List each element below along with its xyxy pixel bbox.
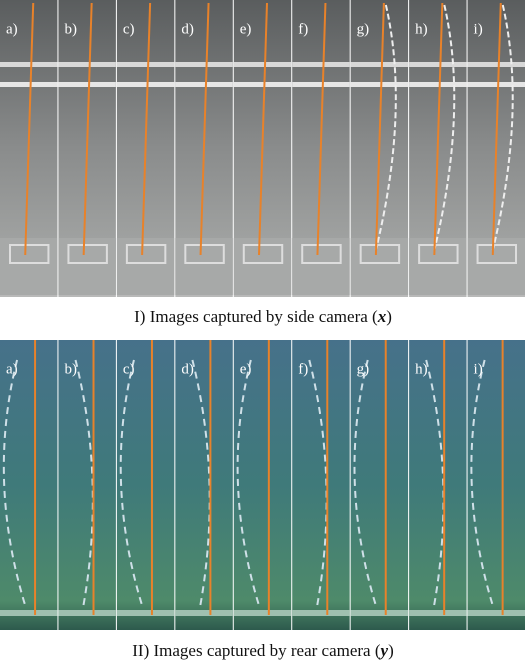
rail <box>175 82 232 87</box>
photo <box>351 340 408 630</box>
strip-label: b) <box>64 21 77 37</box>
caption: I) Images captured by side camera (x) <box>134 307 392 326</box>
rail <box>58 62 115 67</box>
caption-close: ) <box>386 307 392 326</box>
image-strip: d) <box>175 340 232 630</box>
rail <box>409 82 466 87</box>
rail <box>409 62 466 67</box>
rail <box>175 62 232 67</box>
image-strip: i) <box>468 0 525 297</box>
caption-variable: x <box>377 307 387 326</box>
strip-label: h) <box>415 21 428 37</box>
strip-label: f) <box>298 21 308 37</box>
photo <box>0 340 57 630</box>
image-strip: e) <box>234 0 291 297</box>
rail <box>58 82 115 87</box>
image-strip: e) <box>234 340 291 630</box>
image-strip: c) <box>117 0 174 297</box>
rail <box>292 62 349 67</box>
base <box>292 610 349 616</box>
base <box>234 610 291 616</box>
rail <box>0 82 57 87</box>
base <box>117 610 174 616</box>
strip-label: d) <box>181 21 194 37</box>
caption: II) Images captured by rear camera (y) <box>132 641 393 660</box>
rail <box>117 62 174 67</box>
strip-label: h) <box>415 361 428 377</box>
rail <box>468 62 525 67</box>
strip-label: a) <box>6 361 18 377</box>
strip-label: g) <box>357 361 370 377</box>
base <box>0 610 57 616</box>
image-strip: f) <box>292 340 349 630</box>
strip-label: b) <box>64 361 77 377</box>
strip-label: e) <box>240 361 252 377</box>
caption-variable: y <box>379 641 389 660</box>
image-strip: g) <box>351 340 408 630</box>
photo <box>117 340 174 630</box>
strip-label: i) <box>474 21 483 37</box>
caption-text: II) Images captured by rear camera ( <box>132 641 381 660</box>
image-strip: h) <box>409 0 466 297</box>
figure: a) b) c) d) e) f) g) h) i) I) Images captured by … <box>0 0 526 667</box>
caption-close: ) <box>388 641 394 660</box>
strip-label: a) <box>6 21 18 37</box>
base <box>351 610 408 616</box>
image-strip: a) <box>0 0 57 297</box>
strip-label: c) <box>123 361 135 377</box>
strip-label: g) <box>357 21 370 37</box>
rail <box>351 82 408 87</box>
image-strip: f) <box>292 0 349 297</box>
caption-text: I) Images captured by side camera ( <box>134 307 378 326</box>
rail <box>351 62 408 67</box>
rear-camera-panel: a) b) c) d) e) f) g) h) i) II) Images captured by… <box>0 340 525 660</box>
image-strip: h) <box>409 340 466 630</box>
photo <box>234 340 291 630</box>
image-strip: c) <box>117 340 174 630</box>
image-strip: g) <box>351 0 408 297</box>
image-strip: d) <box>175 0 232 297</box>
rail <box>234 62 291 67</box>
base <box>409 610 466 616</box>
rail <box>0 62 57 67</box>
rail <box>117 82 174 87</box>
base <box>58 610 115 616</box>
base <box>175 610 232 616</box>
side-camera-panel: a) b) c) d) e) f) g) h) i) I) Images captured by … <box>0 0 525 326</box>
image-strip: b) <box>58 340 115 630</box>
strip-label: f) <box>298 361 308 377</box>
strip-label: d) <box>181 361 194 377</box>
base <box>468 610 525 616</box>
image-strip: b) <box>58 0 115 297</box>
strip-label: e) <box>240 21 252 37</box>
strip-label: c) <box>123 21 135 37</box>
image-strip: i) <box>468 340 525 630</box>
rail <box>234 82 291 87</box>
image-strip: a) <box>0 340 57 630</box>
rail <box>468 82 525 87</box>
rail <box>292 82 349 87</box>
photo <box>468 340 525 630</box>
strip-label: i) <box>474 361 483 377</box>
